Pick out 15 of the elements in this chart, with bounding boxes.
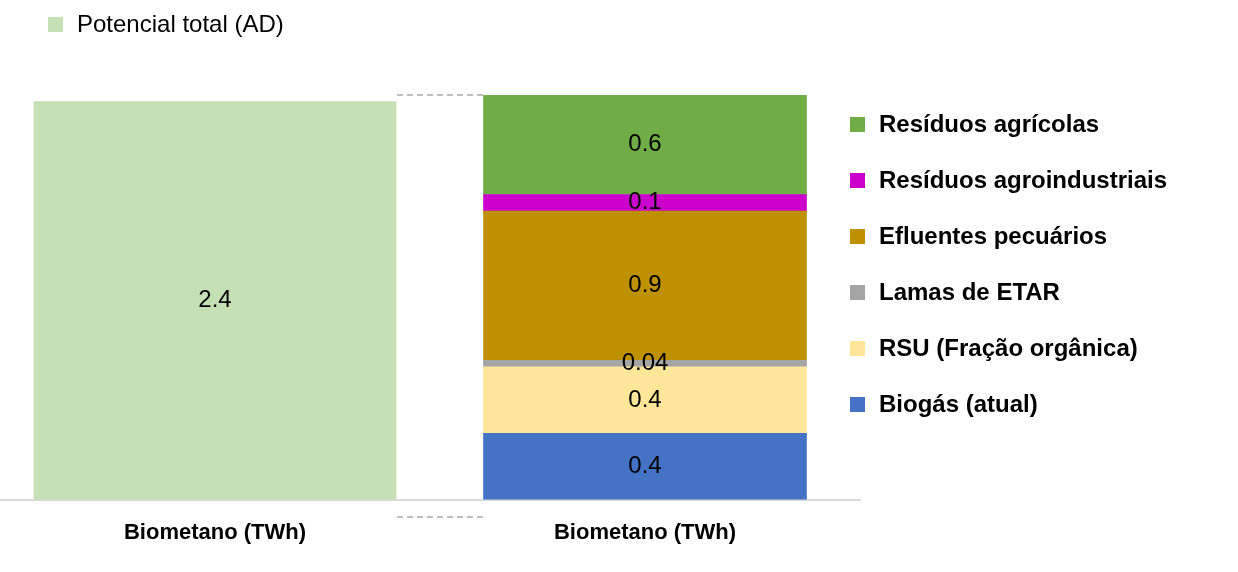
legend-label: Resíduos agroindustriais: [879, 166, 1168, 194]
legend-label: Biogás (atual): [879, 390, 1038, 418]
x-tick-label: Biometano (TWh): [553, 518, 737, 544]
legend-label: Efluentes pecuários: [879, 222, 1108, 250]
legend-label: Lamas de ETAR: [879, 278, 1060, 306]
data-label: 0.6: [628, 129, 662, 157]
data-label: 0.1: [628, 187, 662, 215]
data-label: 2.4: [198, 285, 232, 313]
data-label: 0.4: [628, 384, 662, 412]
legend-label: RSU (Fração orgânica): [879, 334, 1138, 362]
x-tick-label: Biometano (TWh): [123, 518, 307, 544]
legend-label: Resíduos agrícolas: [879, 110, 1100, 138]
data-label: 0.4: [628, 451, 662, 479]
legend-label: Potencial total (AD): [77, 10, 284, 38]
data-label: 0.9: [628, 270, 662, 298]
